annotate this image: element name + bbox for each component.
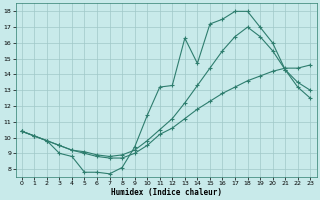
X-axis label: Humidex (Indice chaleur): Humidex (Indice chaleur) <box>110 188 221 197</box>
